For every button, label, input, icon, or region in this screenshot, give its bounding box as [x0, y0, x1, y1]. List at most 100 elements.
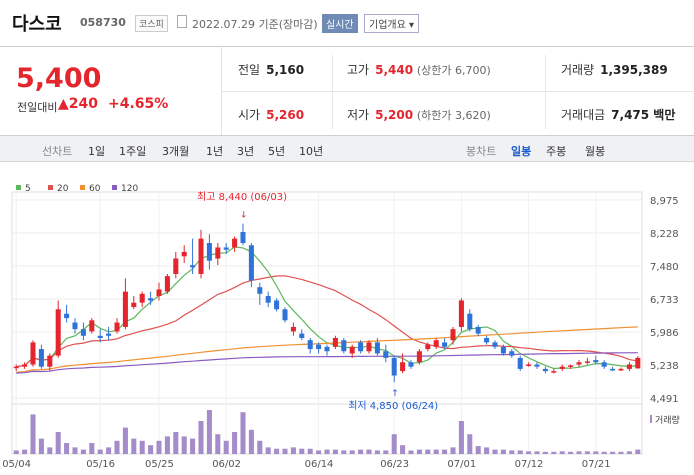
candle-body — [248, 245, 254, 281]
volume-bar — [526, 451, 532, 454]
y-tick-label: 7,480 — [650, 262, 679, 273]
candle-body — [559, 366, 565, 369]
candle-chart-label: 봉차트 — [466, 145, 497, 158]
candle-body — [106, 333, 112, 336]
volume-bar — [509, 450, 515, 454]
candle-body — [223, 247, 229, 250]
candle-body — [122, 291, 128, 327]
x-tick-label: 06/02 — [212, 459, 241, 470]
low-annotation: 최저 4,850 (06/24) — [348, 400, 438, 412]
high-annotation: 최고 8,440 (06/03) — [197, 191, 287, 203]
candle-body — [400, 362, 406, 372]
candle-body — [148, 298, 154, 301]
low-label: 저가 — [347, 108, 370, 122]
candle-body — [156, 289, 162, 297]
volume-bar — [265, 447, 271, 454]
high-price: 고가 5,440 (상한가 6,700) — [347, 61, 491, 78]
candle-body — [383, 351, 389, 358]
trade-amount: 거래대금 7,475 백만 — [561, 106, 675, 123]
period-3m[interactable]: 3개월 — [162, 145, 190, 158]
volume-bar — [618, 451, 624, 454]
candle-body — [568, 365, 574, 367]
volume-bar — [332, 449, 338, 454]
volume-bar — [316, 450, 322, 454]
candle-body — [374, 342, 380, 354]
chart-svg[interactable]: 8,975 8,228 7,480 6,733 5,986 5,238 4,491 05/04… — [0, 162, 694, 472]
candle-daily[interactable]: 일봉 — [511, 145, 532, 158]
x-tick-label: 07/21 — [582, 459, 611, 470]
y-tick-label: 6,733 — [650, 295, 679, 306]
legend-label: 120 — [121, 184, 138, 194]
volume-bar — [492, 449, 498, 454]
candle-body — [181, 251, 187, 257]
candle-body — [542, 368, 548, 372]
candle-monthly[interactable]: 월봉 — [585, 145, 606, 158]
volume-bar — [517, 450, 523, 454]
candle-body — [475, 326, 481, 334]
period-5y[interactable]: 5년 — [268, 145, 286, 158]
candle-body — [391, 357, 397, 376]
candle-body — [131, 302, 137, 308]
realtime-button[interactable]: 실시간 — [322, 14, 358, 33]
volume-bar — [156, 440, 162, 454]
candle-body — [173, 258, 179, 274]
volume-bar — [584, 451, 590, 454]
volume-bar — [198, 421, 204, 454]
volume-bar — [30, 414, 36, 454]
volume-bar — [22, 449, 28, 454]
volume-bar — [475, 446, 481, 454]
low-arrow: ↑ — [391, 389, 399, 399]
ma120-line — [16, 352, 638, 374]
document-icon[interactable] — [177, 15, 187, 28]
stock-code: 058730 — [80, 16, 126, 29]
candle-body — [97, 335, 103, 338]
company-overview-dropdown[interactable]: 기업개요 ▾ — [364, 14, 419, 33]
volume-legend-swatch — [650, 415, 652, 423]
market-badge: 코스피 — [135, 15, 168, 32]
y-tick-label: 5,986 — [650, 328, 679, 339]
candle-body — [358, 342, 364, 352]
x-tick-label: 05/25 — [145, 459, 174, 470]
candle-body — [366, 342, 372, 352]
candle-body — [593, 360, 599, 363]
upper-limit: (상한가 6,700) — [416, 64, 491, 77]
volume-bar — [164, 436, 170, 454]
prev-close-label: 전일 — [238, 63, 261, 77]
candle-body — [425, 344, 431, 350]
candle-body — [299, 333, 305, 338]
period-1y[interactable]: 1년 — [206, 145, 224, 158]
volume-bar — [551, 451, 557, 454]
amount-value: 7,475 백만 — [611, 108, 676, 122]
period-1d[interactable]: 1일 — [88, 145, 106, 158]
candle-body — [55, 309, 61, 356]
candle-body — [22, 364, 28, 367]
volume-bar — [223, 440, 229, 454]
candle-body — [433, 340, 439, 347]
period-3y[interactable]: 3년 — [237, 145, 255, 158]
volume-bar — [400, 445, 406, 454]
period-10y[interactable]: 10년 — [299, 145, 324, 158]
open-label: 시가 — [238, 108, 261, 122]
y-tick-label: 4,491 — [650, 394, 679, 405]
candle-body — [324, 346, 330, 352]
candle-body — [240, 232, 246, 244]
candle-body — [618, 368, 624, 371]
candle-weekly[interactable]: 주봉 — [546, 145, 567, 158]
volume-bar — [240, 412, 246, 454]
period-1w[interactable]: 1주일 — [119, 145, 147, 158]
volume-bar — [458, 421, 464, 454]
candle-body — [282, 309, 288, 321]
candle-body — [349, 346, 355, 354]
volume-bar — [139, 440, 145, 454]
candle-body — [534, 364, 540, 367]
volume-bar — [114, 440, 120, 454]
prev-close: 전일 5,160 — [238, 61, 304, 78]
volume-bar — [542, 451, 548, 454]
candle-body — [408, 362, 414, 367]
candle-body — [416, 351, 422, 363]
stock-chart[interactable]: 8,975 8,228 7,480 6,733 5,986 5,238 4,491 05/04… — [0, 162, 694, 472]
high-value: 5,440 — [375, 63, 414, 77]
candle-body — [601, 362, 607, 367]
line-chart-label: 선차트 — [42, 145, 73, 158]
volume-bar — [131, 438, 137, 454]
